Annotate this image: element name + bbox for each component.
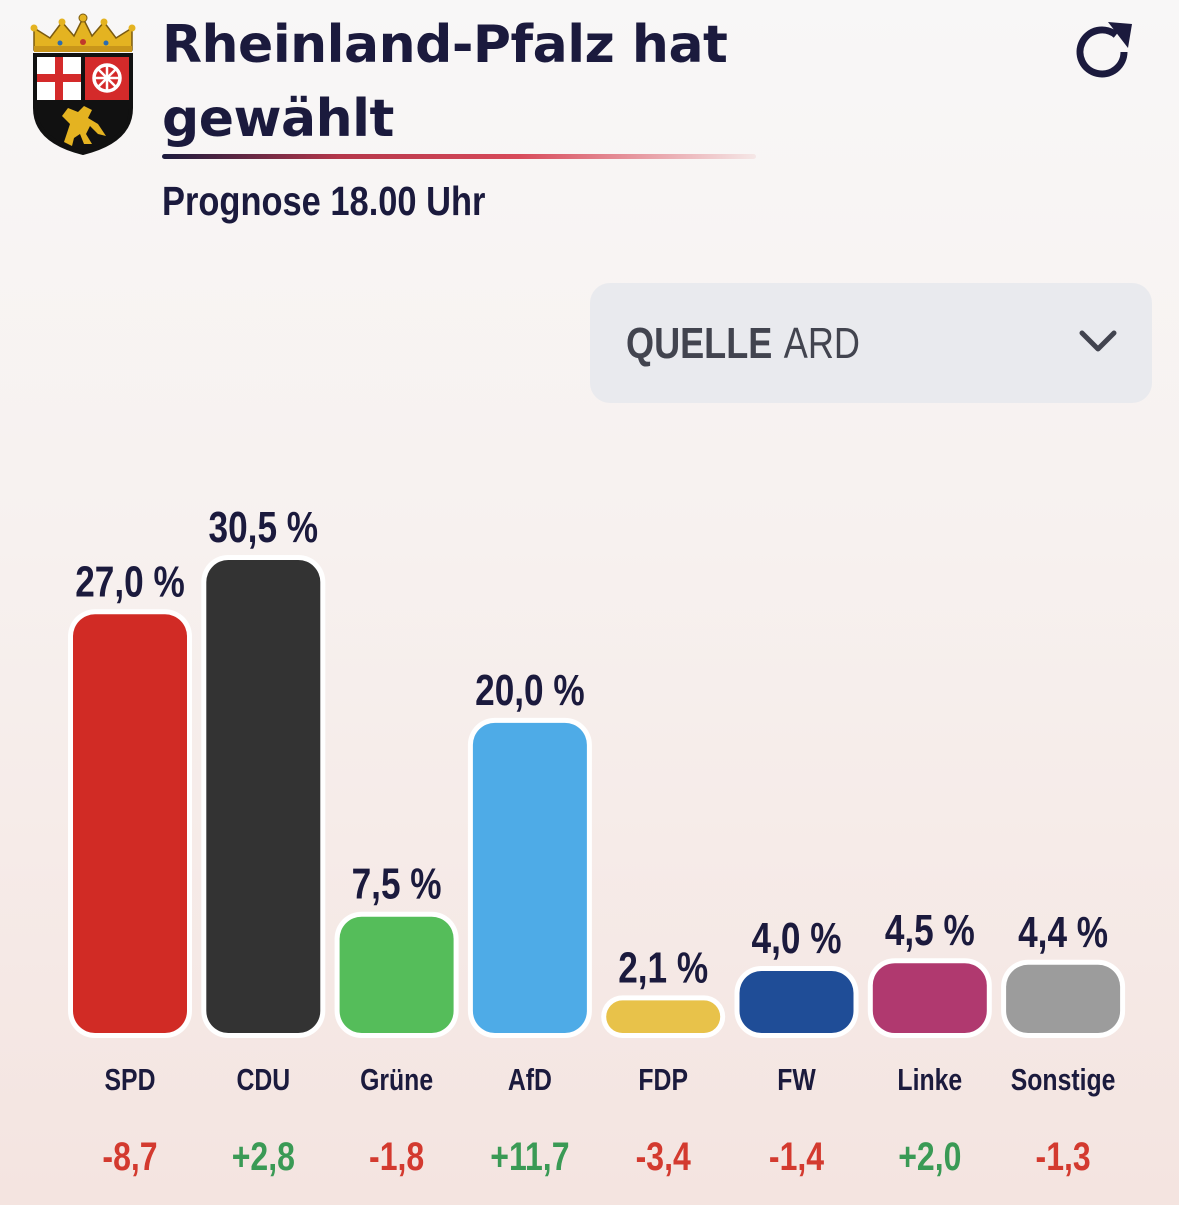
lion-icon — [62, 106, 106, 146]
crown-icon — [30, 13, 136, 52]
bar-value-label: 4,0 % — [752, 914, 842, 963]
category-label: FDP — [638, 1062, 688, 1096]
change-label: -8,7 — [102, 1134, 157, 1179]
category-label: Grüne — [360, 1062, 433, 1096]
bar-fw — [739, 970, 854, 1033]
bar-spd — [73, 614, 187, 1033]
bar-cdu — [206, 560, 321, 1033]
bar-value-label: 4,4 % — [1018, 908, 1108, 957]
bar-linke — [872, 963, 987, 1033]
bar-value-label: 27,0 % — [75, 558, 185, 607]
bar-value-label: 20,0 % — [475, 666, 585, 715]
source-label-key: QUELLE — [626, 319, 773, 368]
category-label: SPD — [105, 1062, 156, 1096]
source-dropdown[interactable]: QUELLE ARD — [590, 283, 1152, 403]
source-value: ARD — [783, 319, 860, 368]
change-label: -1,3 — [1036, 1134, 1091, 1179]
change-label: +11,7 — [490, 1134, 569, 1179]
category-label: FW — [777, 1062, 816, 1096]
change-label: -3,4 — [636, 1134, 691, 1179]
bar-sonstige — [1006, 964, 1121, 1033]
source-label: QUELLE ARD — [626, 319, 860, 369]
change-label: +2,8 — [232, 1134, 295, 1179]
change-label: -1,8 — [369, 1134, 424, 1179]
bar-value-label: 7,5 % — [352, 860, 442, 909]
bar-grüne — [339, 916, 454, 1033]
category-label: CDU — [236, 1062, 290, 1096]
coat-of-arms-icon — [30, 13, 136, 156]
category-label: Linke — [897, 1062, 962, 1096]
chevron-down-icon — [1079, 330, 1117, 352]
title-underline — [162, 154, 756, 159]
category-label: AfD — [508, 1062, 552, 1096]
change-label: +2,0 — [898, 1134, 961, 1179]
bar-afd — [472, 722, 587, 1033]
change-label: -1,4 — [769, 1134, 824, 1179]
refresh-icon[interactable] — [1068, 16, 1140, 88]
page-subtitle: Prognose 18.00 Uhr — [162, 178, 486, 224]
page-title: Rheinland-Pfalz hat gewählt — [162, 15, 728, 149]
bar-value-label: 2,1 % — [618, 944, 708, 993]
category-label: Sonstige — [1011, 1062, 1116, 1096]
bar-fdp — [606, 1000, 721, 1033]
bar-value-label: 30,5 % — [209, 503, 319, 552]
bar-value-label: 4,5 % — [885, 907, 975, 956]
